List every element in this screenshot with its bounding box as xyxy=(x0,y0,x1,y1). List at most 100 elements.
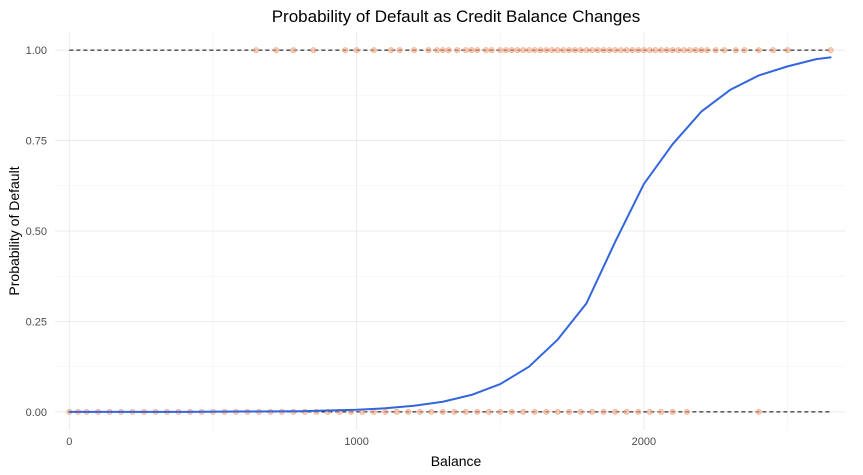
data-point xyxy=(612,408,619,415)
data-point xyxy=(439,408,446,415)
data-point xyxy=(658,408,665,415)
data-point xyxy=(342,47,349,54)
y-tick-label: 0.75 xyxy=(26,136,47,148)
data-point xyxy=(485,408,492,415)
x-axis-title: Balance xyxy=(431,453,482,469)
data-point xyxy=(652,47,659,54)
data-point xyxy=(310,47,317,54)
data-point xyxy=(396,47,403,54)
data-point xyxy=(434,47,441,54)
data-point xyxy=(784,47,791,54)
data-point xyxy=(290,47,297,54)
data-point xyxy=(416,408,423,415)
y-tick-label: 0.00 xyxy=(26,407,47,419)
data-point xyxy=(393,408,400,415)
data-point xyxy=(370,47,377,54)
data-point xyxy=(543,408,550,415)
data-point xyxy=(520,408,527,415)
data-point xyxy=(669,408,676,415)
data-point xyxy=(600,408,607,415)
data-point xyxy=(589,408,596,415)
data-point xyxy=(411,47,418,54)
data-point xyxy=(686,47,693,54)
data-point xyxy=(635,408,642,415)
data-point xyxy=(698,47,705,54)
data-point xyxy=(681,47,688,54)
data-point xyxy=(462,47,469,54)
data-point xyxy=(454,47,461,54)
data-point xyxy=(543,47,550,54)
y-tick-label: 0.25 xyxy=(26,316,47,328)
x-tick-label: 2000 xyxy=(632,436,656,448)
data-point xyxy=(353,47,360,54)
data-point xyxy=(445,47,452,54)
data-point xyxy=(388,47,395,54)
data-point xyxy=(646,47,653,54)
data-point xyxy=(692,47,699,54)
data-point xyxy=(548,47,555,54)
fitted-curve xyxy=(68,56,832,413)
y-tick-label: 0.50 xyxy=(26,226,47,238)
data-point xyxy=(623,408,630,415)
data-point xyxy=(770,47,777,54)
fitted-curve-line xyxy=(68,56,832,413)
data-point xyxy=(520,47,527,54)
data-point xyxy=(531,47,538,54)
data-point xyxy=(439,47,446,54)
data-point xyxy=(663,47,670,54)
data-point xyxy=(617,47,624,54)
data-point xyxy=(405,408,412,415)
data-point xyxy=(629,47,636,54)
data-point xyxy=(704,47,711,54)
data-point xyxy=(370,408,377,415)
data-point xyxy=(594,47,601,54)
data-point xyxy=(253,47,260,54)
data-point xyxy=(658,47,665,54)
data-point xyxy=(669,47,676,54)
data-point xyxy=(589,47,596,54)
data-point xyxy=(566,47,573,54)
data-point xyxy=(468,47,475,54)
data-point xyxy=(623,47,630,54)
data-point xyxy=(382,408,389,415)
data-point xyxy=(675,47,682,54)
data-point xyxy=(508,47,515,54)
data-point xyxy=(712,47,719,54)
data-point xyxy=(554,408,561,415)
data-point xyxy=(755,47,762,54)
data-point xyxy=(571,47,578,54)
data-point xyxy=(428,408,435,415)
y-tick-label: 1.00 xyxy=(26,45,47,57)
data-point xyxy=(732,47,739,54)
tick-labels: 0 1000 2000 0.00 0.25 0.50 0.75 1.00 xyxy=(26,45,657,448)
data-point xyxy=(508,408,515,415)
data-point xyxy=(273,47,280,54)
data-point xyxy=(577,408,584,415)
data-point xyxy=(755,408,762,415)
data-point xyxy=(721,47,728,54)
data-point xyxy=(531,408,538,415)
data-point xyxy=(606,47,613,54)
data-point xyxy=(488,47,495,54)
data-point xyxy=(612,47,619,54)
data-point xyxy=(503,47,510,54)
chart-title: Probability of Default as Credit Balance… xyxy=(272,7,641,26)
data-point xyxy=(425,47,432,54)
data-point xyxy=(583,47,590,54)
data-point xyxy=(497,47,504,54)
data-point xyxy=(600,47,607,54)
data-point xyxy=(526,47,533,54)
data-point xyxy=(646,408,653,415)
data-point xyxy=(684,408,691,415)
data-point xyxy=(741,47,748,54)
data-point xyxy=(474,47,481,54)
data-point xyxy=(514,47,521,54)
data-point xyxy=(554,47,561,54)
y-axis-title: Probability of Default xyxy=(6,166,22,295)
data-point xyxy=(635,47,642,54)
data-point xyxy=(560,47,567,54)
x-tick-label: 1000 xyxy=(344,436,368,448)
